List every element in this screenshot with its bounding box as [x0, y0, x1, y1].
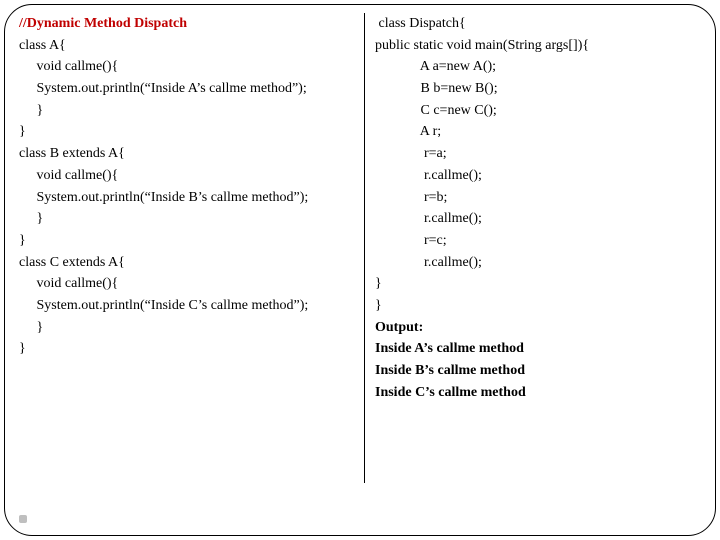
corner-decoration-icon: [19, 515, 27, 523]
code-line: System.out.println(“Inside A’s callme me…: [19, 78, 364, 100]
code-line: }: [19, 121, 364, 143]
code-line: r=b;: [375, 187, 701, 209]
code-line: }: [19, 100, 364, 122]
output-line: Inside B’s callme method: [375, 360, 701, 382]
code-line: r.callme();: [375, 165, 701, 187]
code-line: void callme(){: [19, 273, 364, 295]
code-line: r=a;: [375, 143, 701, 165]
code-line: }: [19, 317, 364, 339]
code-line: }: [375, 295, 701, 317]
slide-frame: //Dynamic Method Dispatch class A{ void …: [4, 4, 716, 536]
code-line: void callme(){: [19, 165, 364, 187]
code-line: class B extends A{: [19, 143, 364, 165]
code-line: A r;: [375, 121, 701, 143]
output-line: Inside C’s callme method: [375, 382, 701, 404]
code-line: public static void main(String args[]){: [375, 35, 701, 57]
code-line: System.out.println(“Inside B’s callme me…: [19, 187, 364, 209]
two-column-layout: //Dynamic Method Dispatch class A{ void …: [19, 13, 701, 523]
output-label: Output:: [375, 317, 701, 339]
left-column: //Dynamic Method Dispatch class A{ void …: [19, 13, 364, 523]
code-line: class C extends A{: [19, 252, 364, 274]
code-line: r.callme();: [375, 252, 701, 274]
code-line: r.callme();: [375, 208, 701, 230]
code-line: }: [19, 208, 364, 230]
code-line: B b=new B();: [375, 78, 701, 100]
code-line: class A{: [19, 35, 364, 57]
code-line: r=c;: [375, 230, 701, 252]
right-column: class Dispatch{ public static void main(…: [365, 13, 701, 523]
title: //Dynamic Method Dispatch: [19, 13, 364, 35]
output-line: Inside A’s callme method: [375, 338, 701, 360]
code-line: }: [19, 230, 364, 252]
code-line: A a=new A();: [375, 56, 701, 78]
code-line: }: [375, 273, 701, 295]
code-line: }: [19, 338, 364, 360]
code-line: C c=new C();: [375, 100, 701, 122]
code-line: System.out.println(“Inside C’s callme me…: [19, 295, 364, 317]
code-line: void callme(){: [19, 56, 364, 78]
code-line: class Dispatch{: [375, 13, 701, 35]
